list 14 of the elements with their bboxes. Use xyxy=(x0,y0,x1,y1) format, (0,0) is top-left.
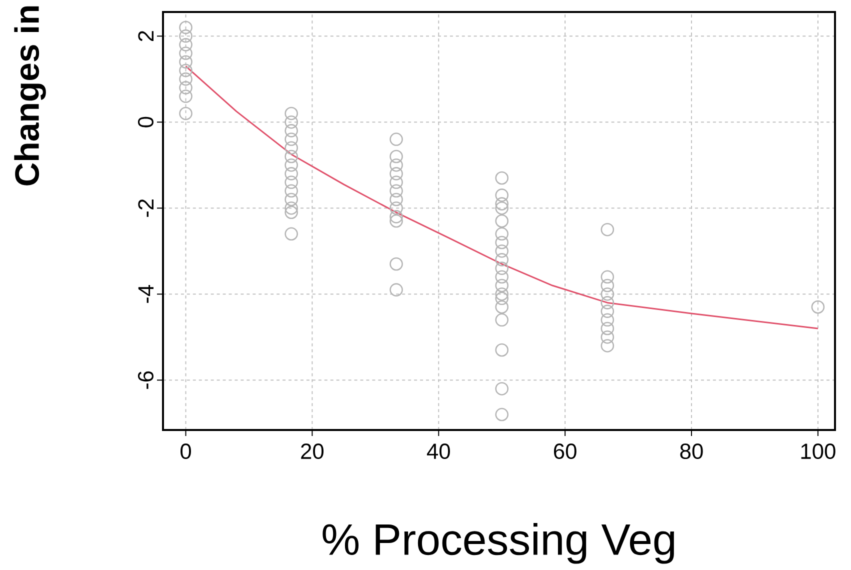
y-axis-title: Changes in xyxy=(14,6,46,186)
line-series xyxy=(185,65,819,330)
x-tick-label: 60 xyxy=(554,444,576,460)
x-tick-label: 100 xyxy=(801,444,836,460)
x-tick-label: 0 xyxy=(180,444,191,460)
y-tick-label: -4 xyxy=(138,285,154,303)
x-axis-title: % Processing Veg xyxy=(322,522,674,564)
x-tick-label: 20 xyxy=(301,444,324,460)
x-tick-label: 80 xyxy=(680,444,703,460)
y-tick-label: -2 xyxy=(138,199,154,217)
y-tick-label: 2 xyxy=(138,31,154,42)
y-tick-label: -6 xyxy=(138,371,154,389)
y-tick-label: 0 xyxy=(138,116,154,128)
x-tick-label: 40 xyxy=(426,444,450,460)
